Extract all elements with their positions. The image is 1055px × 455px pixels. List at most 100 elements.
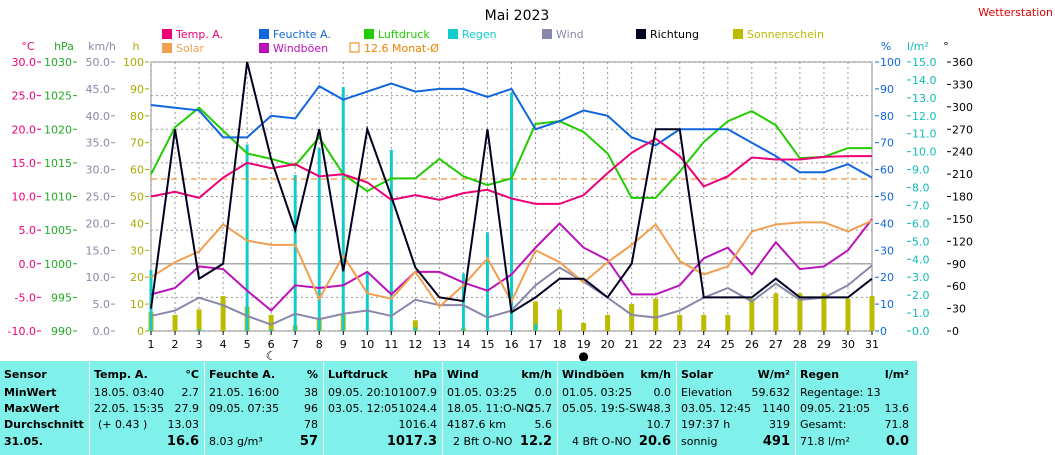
legend-item: Feuchte A. — [259, 28, 331, 41]
stat-solar-title: Solar — [681, 368, 714, 381]
x-tick-label: 15 — [480, 338, 494, 351]
legend-label: Regen — [462, 28, 497, 41]
y-tick-sun: 30 — [130, 244, 144, 257]
y-tick-temp: -10.0 — [8, 325, 36, 338]
legend-label: Temp. A. — [175, 28, 223, 41]
legend-swatch — [733, 29, 743, 39]
bar-sonnenschein — [533, 301, 539, 331]
y-tick-direction: 210 — [952, 168, 973, 181]
bar-sonnenschein — [653, 298, 659, 331]
stat-temp-unit: °C — [185, 368, 199, 381]
bar-regen — [365, 271, 369, 331]
y-tick-direction: 60 — [952, 280, 966, 293]
stat-hum-unit: % — [306, 368, 318, 381]
stats-pressure: Luftdruck hPa 09.05. 20:10 1007.9 03.05. 1… — [324, 361, 441, 455]
legend-label: Solar — [176, 42, 205, 55]
axis-unit-pressure: hPa — [54, 40, 74, 53]
stat-solar-extra: sonnig — [681, 435, 718, 448]
rowlabel-min: MinWert — [4, 386, 57, 399]
stat-wind-title: Wind — [447, 368, 479, 381]
y-tick-temp: 25.0 — [12, 90, 37, 103]
legend-swatch — [364, 29, 374, 39]
x-tick-label: 9 — [340, 338, 347, 351]
site-title: Wetterstation — [978, 6, 1053, 19]
moon-first-quarter-icon: ☾ — [266, 349, 277, 361]
bar-sonnenschein — [196, 309, 202, 331]
axis-unit-temp: °C — [21, 40, 35, 53]
stat-rain-unit: l/m² — [884, 368, 909, 381]
x-tick-label: 19 — [577, 338, 591, 351]
y-tick-direction: 90 — [952, 258, 966, 271]
x-tick-label: 6 — [268, 338, 275, 351]
x-tick-label: 25 — [721, 338, 735, 351]
legend-swatch — [162, 29, 172, 39]
stat-hum-title: Feuchte A. — [209, 368, 276, 381]
y-tick-wind: 40.0 — [86, 110, 111, 123]
y-tick-direction: 120 — [952, 235, 973, 248]
y-tick-rain: 7.0 — [912, 199, 930, 212]
y-tick-sun: 0 — [137, 325, 144, 338]
x-tick-label: 18 — [553, 338, 567, 351]
y-tick-wind: 30.0 — [86, 164, 111, 177]
y-tick-temp: 20.0 — [12, 123, 37, 136]
statistics-panel: Sensor MinWert MaxWert Durchschnitt 31.0… — [0, 361, 917, 455]
bar-regen — [197, 329, 201, 331]
stat-hum-current: 57 — [299, 434, 318, 449]
legend-item: Wind — [542, 28, 584, 41]
bar-regen — [269, 329, 273, 331]
stat-wind-unit: km/h — [521, 368, 552, 381]
stats-rain: Regen l/m² Regentage: 13 09.05. 21:05 13.6… — [796, 361, 913, 455]
stats-gust: Windböen km/h 01.05. 03:25 0.0 05.05. 19:S… — [558, 361, 675, 455]
stats-temp: Temp. A. °C 18.05. 03:40 2.7 22.05. 15:35 2… — [90, 361, 203, 455]
stat-rain-current: 0.0 — [885, 434, 909, 449]
y-tick-sun: 50 — [130, 191, 144, 204]
bar-sonnenschein — [172, 314, 178, 331]
legend-swatch — [259, 43, 269, 53]
full-moon-icon: ● — [578, 349, 588, 361]
stat-press-max: 1024.4 — [398, 402, 438, 415]
stat-rain-avg-note: Gesamt: — [800, 418, 847, 431]
stat-hum-min-dt: 21.05. 16:00 — [209, 386, 280, 399]
rowlabel-avg: Durchschnitt — [4, 418, 84, 431]
legend-label: Windböen — [273, 42, 328, 55]
y-tick-humidity: 100 — [880, 56, 901, 69]
bar-sonnenschein — [773, 293, 779, 331]
y-tick-wind: 10.0 — [86, 271, 111, 284]
y-tick-humidity: 0 — [880, 325, 887, 338]
x-tick-label: 16 — [505, 338, 519, 351]
x-tick-label: 29 — [817, 338, 831, 351]
stat-temp-avg: 13.03 — [167, 418, 200, 431]
stat-temp-min-dt: 18.05. 03:40 — [94, 386, 165, 399]
x-tick-label: 24 — [697, 338, 711, 351]
y-tick-sun: 80 — [130, 110, 144, 123]
x-tick-label: 28 — [793, 338, 807, 351]
stat-gust-avg: 10.7 — [646, 418, 672, 431]
y-tick-sun: 100 — [123, 56, 144, 69]
bar-sonnenschein — [869, 296, 875, 331]
y-tick-temp: 0.0 — [19, 258, 37, 271]
y-tick-rain: 13.0 — [912, 92, 937, 105]
stat-gust-min: 0.0 — [653, 386, 672, 399]
stats-wind: Wind km/h 01.05. 03:25 0.0 18.05. 11:O-NO 2… — [443, 361, 556, 455]
legend-swatch — [636, 29, 646, 39]
stat-solar-avg-note: 197:37 h — [681, 418, 731, 431]
y-tick-wind: 45.0 — [86, 83, 111, 96]
y-tick-temp: 15.0 — [12, 157, 37, 170]
x-tick-label: 26 — [745, 338, 759, 351]
x-tick-label: 27 — [769, 338, 783, 351]
stat-rain-title: Regen — [800, 368, 840, 381]
y-tick-sun: 10 — [130, 298, 144, 311]
bar-regen — [413, 327, 417, 331]
y-tick-sun: 90 — [130, 83, 144, 96]
bar-regen — [341, 87, 345, 332]
legend-item: Sonnenschein — [733, 28, 824, 41]
x-tick-label: 10 — [360, 338, 374, 351]
y-tick-pressure: 1010 — [44, 191, 72, 204]
x-tick-label: 20 — [601, 338, 615, 351]
stat-rain-min-dt: Regentage: 13 — [800, 386, 881, 399]
bar-sonnenschein — [749, 298, 755, 331]
legend-item: Solar — [162, 42, 205, 55]
stat-wind-extra: 2 Bft O-NO — [453, 435, 513, 448]
bar-sonnenschein — [845, 298, 851, 331]
y-tick-direction: 270 — [952, 123, 973, 136]
